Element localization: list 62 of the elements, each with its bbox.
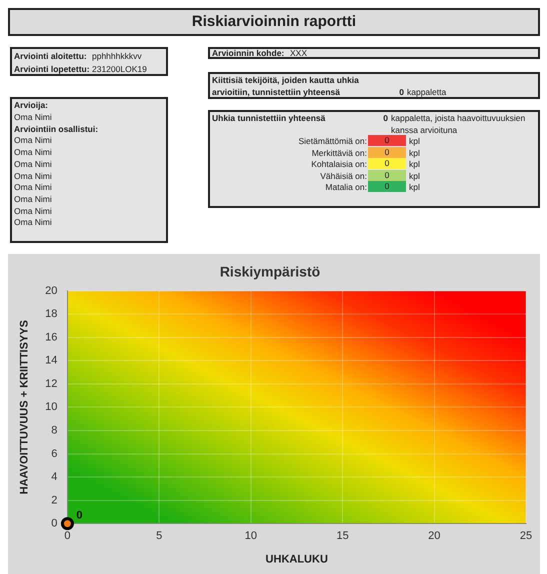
text: 0 bbox=[368, 181, 406, 192]
text: 0 bbox=[382, 113, 388, 123]
text: Oma Nimi bbox=[14, 170, 52, 180]
text: Matalia on: bbox=[324, 182, 367, 192]
text: Uhkia tunnistettiin yhteensä bbox=[212, 113, 326, 123]
y-tick-label: 2 bbox=[51, 494, 58, 506]
y-tick-label: 4 bbox=[51, 471, 58, 484]
text: Oma Nimi bbox=[14, 147, 52, 158]
text: Kiittisiä tekijöitä, joiden kautta uhkia bbox=[212, 75, 359, 85]
text: Oma Nimi bbox=[14, 217, 52, 228]
text: Arviointiin osallistui: bbox=[14, 124, 98, 134]
text: kappaletta, joista haavoittuvuuksien bbox=[391, 113, 526, 123]
text: Riskiarvioinnin raportti bbox=[8, 8, 540, 36]
text: Oma Nimi bbox=[14, 135, 52, 146]
x-tick-label: 25 bbox=[520, 530, 532, 542]
y-tick-label: 8 bbox=[51, 424, 58, 437]
text: kanssa arvioituna bbox=[391, 125, 458, 135]
text: Arvioija: bbox=[14, 100, 48, 110]
text: pphhhhkkkvv bbox=[92, 51, 142, 61]
text: kpl bbox=[409, 136, 420, 146]
text: Merkittäviä on: bbox=[310, 148, 367, 158]
text: kpl bbox=[409, 182, 420, 192]
y-tick-label: 20 bbox=[45, 284, 58, 297]
text: Vähäisiä on: bbox=[319, 170, 367, 180]
text: Oma Nimi bbox=[14, 182, 52, 192]
chart-title: Riskiympäristö bbox=[220, 263, 320, 280]
text: Oma Nimi bbox=[14, 194, 52, 204]
y-tick-label: 14 bbox=[45, 354, 58, 367]
y-axis-title: HAAVOITTUVUUS + KRIITTISYYS bbox=[18, 320, 31, 494]
text: arvioitiin, tunnistettiin yhteensä bbox=[212, 87, 340, 97]
text: Kohtalaisia on: bbox=[310, 159, 367, 169]
text: Arvioinnin kohde: bbox=[212, 48, 284, 58]
x-tick-label: 10 bbox=[244, 530, 257, 542]
x-axis-title: UHKALUKU bbox=[266, 553, 328, 566]
x-tick-label: 0 bbox=[64, 530, 70, 542]
y-tick-label: 0 bbox=[51, 518, 58, 530]
text: Oma Nimi bbox=[14, 158, 52, 169]
data-label: 0 bbox=[76, 510, 83, 522]
x-tick-label: 20 bbox=[428, 530, 440, 542]
y-tick-label: 6 bbox=[51, 448, 58, 460]
text: Arviointi aloitettu: bbox=[14, 51, 87, 61]
text: 0 bbox=[368, 170, 406, 180]
y-tick-label: 16 bbox=[45, 331, 58, 344]
text: kpl bbox=[409, 159, 420, 169]
text: XXX bbox=[290, 48, 308, 58]
text: Oma Nimi bbox=[14, 112, 52, 122]
text: Sietämättömiä on: bbox=[297, 136, 367, 146]
x-tick-label: 5 bbox=[156, 530, 162, 542]
text: kappaletta bbox=[407, 87, 446, 97]
y-tick-label: 18 bbox=[45, 308, 58, 320]
text: kpl bbox=[409, 170, 420, 180]
y-tick-label: 10 bbox=[45, 401, 58, 414]
text: Arviointi lopetettu: bbox=[14, 64, 90, 74]
text: Oma Nimi bbox=[14, 206, 52, 216]
y-tick-label: 12 bbox=[45, 378, 58, 390]
text: 231200LOK19 bbox=[92, 64, 147, 74]
x-tick-label: 15 bbox=[336, 530, 349, 542]
text: 0 bbox=[368, 135, 406, 146]
text: 0 bbox=[368, 158, 406, 169]
text: 0 bbox=[398, 87, 404, 97]
text: kpl bbox=[409, 148, 420, 158]
text: 0 bbox=[368, 146, 406, 158]
